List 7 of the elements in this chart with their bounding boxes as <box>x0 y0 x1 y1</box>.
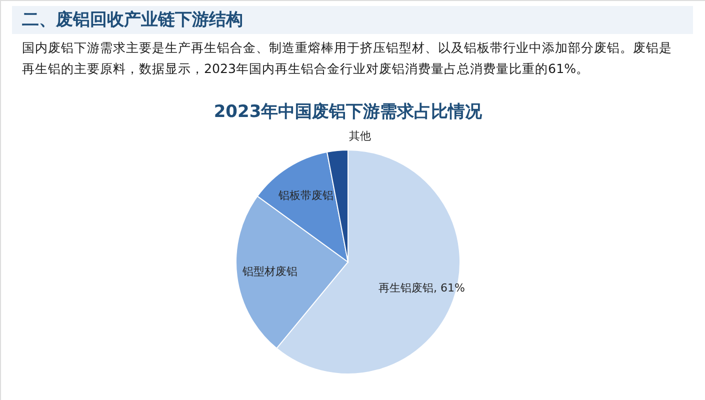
chart-subtitle: 国内废铝下游需求主要是生产再生铝合金、制造重熔棒用于挤压铝型材、以及铝板带行业中添加部分废铝。废铝是再生铝的主要原料，数据显示，2023年国内再生铝合金行业对废铝消费量占总消费量比重的61%。 <box>22 40 672 76</box>
slice-label: 铝板带废铝 <box>277 188 334 202</box>
text: 二、废铝回收产业链下游结构 <box>22 10 243 30</box>
slice-label: 再生铝废铝, 61% <box>378 282 465 295</box>
slice-label: 其他 <box>348 130 371 143</box>
chart-title: 2023年中国废铝下游需求占比情况 <box>214 102 484 122</box>
slice-label: 铝型材废铝 <box>242 264 298 278</box>
